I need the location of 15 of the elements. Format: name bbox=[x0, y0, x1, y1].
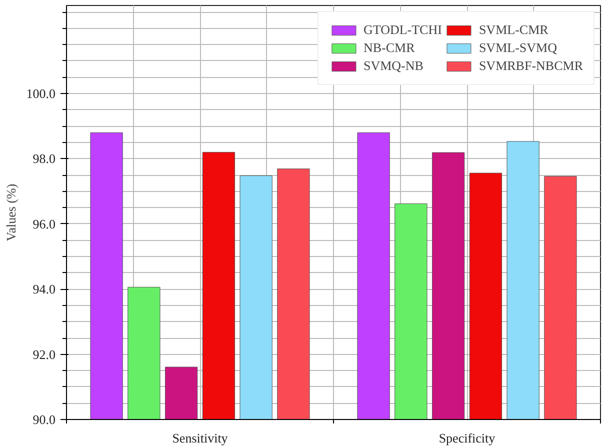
y-axis-title: Values (%) bbox=[3, 184, 18, 242]
y-tick-label: 98.0 bbox=[32, 151, 56, 166]
legend-label: SVMQ-NB bbox=[363, 58, 424, 74]
x-tick-label: Specificity bbox=[438, 430, 496, 446]
legend-label: SVMRBF-NBCMR bbox=[478, 58, 583, 74]
legend-label: SVML-CMR bbox=[478, 22, 548, 38]
y-tick-label: 90.0 bbox=[32, 412, 56, 427]
legend-label: GTODL-TCHI bbox=[363, 22, 442, 38]
y-tick-label: 96.0 bbox=[32, 216, 56, 232]
legend-label: NB-CMR bbox=[363, 40, 415, 56]
x-tick-label: Sensitivity bbox=[172, 430, 228, 446]
y-tick-label: 94.0 bbox=[32, 282, 56, 297]
y-tick-label: 100.0 bbox=[26, 86, 56, 102]
y-tick-label: 92.0 bbox=[32, 346, 56, 362]
legend-label: SVML-SVMQ bbox=[478, 40, 557, 56]
